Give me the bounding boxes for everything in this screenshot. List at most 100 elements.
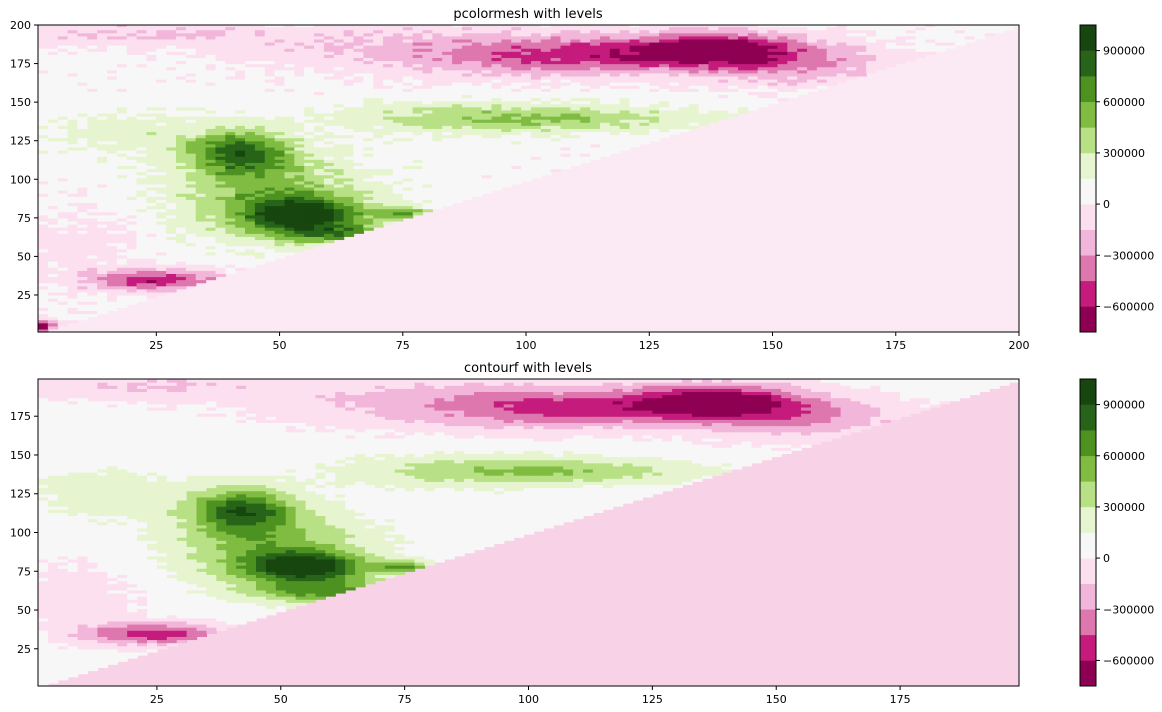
heatmap-cell [461, 48, 473, 52]
heatmap-cell [245, 183, 256, 188]
heatmap-cell [580, 137, 591, 142]
heatmap-cell [560, 103, 571, 108]
heatmap-cell [47, 217, 59, 222]
heatmap-cell [47, 26, 59, 31]
heatmap-cell [205, 82, 217, 86]
heatmap-cell [176, 146, 187, 151]
heatmap-cell [146, 149, 157, 154]
heatmap-cell [235, 251, 246, 256]
heatmap-cell [392, 119, 404, 123]
heatmap-cell [215, 146, 226, 151]
heatmap-cell [235, 48, 246, 52]
heatmap-cell [570, 106, 581, 111]
heatmap-cell [225, 149, 236, 154]
heatmap-cell [363, 91, 374, 96]
heatmap-cell [501, 72, 512, 77]
heatmap-cell [116, 69, 128, 74]
heatmap-cell [136, 285, 148, 290]
heatmap-cell [235, 190, 246, 194]
heatmap-cell [314, 75, 325, 80]
heatmap-cell [284, 183, 295, 188]
heatmap-cell [383, 171, 394, 176]
heatmap-cell [215, 264, 226, 268]
heatmap-cell [195, 60, 207, 65]
heatmap-cell [383, 196, 394, 200]
heatmap-cell [284, 97, 295, 102]
heatmap-cell [57, 134, 69, 139]
heatmap-cell [38, 60, 49, 65]
heatmap-cell [580, 88, 591, 92]
heatmap-cell [294, 51, 305, 55]
heatmap-cell [304, 45, 315, 49]
heatmap-cell [67, 51, 79, 55]
heatmap-cell [442, 174, 453, 179]
heatmap-cell [452, 97, 463, 102]
heatmap-cell [126, 165, 138, 170]
heatmap-cell [550, 146, 562, 151]
heatmap-cell [245, 146, 256, 151]
heatmap-cell [116, 217, 128, 222]
heatmap-cell [304, 131, 315, 136]
heatmap-cell [304, 233, 315, 237]
heatmap-cell [87, 227, 98, 231]
heatmap-cell [333, 85, 345, 89]
heatmap-cell [343, 137, 355, 142]
heatmap-cell [107, 285, 118, 290]
heatmap-cell [116, 242, 128, 247]
heatmap-cell [412, 32, 424, 37]
heatmap-cell [619, 134, 631, 139]
heatmap-cell [649, 75, 660, 80]
heatmap-cell [156, 159, 167, 163]
heatmap-cell [521, 25, 532, 28]
heatmap-cell [452, 51, 463, 55]
heatmap-cell [245, 236, 256, 241]
heatmap-cell [166, 261, 177, 265]
heatmap-cell [314, 159, 325, 163]
heatmap-cell [166, 131, 177, 136]
heatmap-cell [176, 193, 187, 197]
heatmap-cell [264, 242, 276, 247]
heatmap-cell [205, 233, 217, 237]
heatmap-cell [471, 69, 483, 74]
heatmap-cell [452, 159, 463, 163]
heatmap-cell [284, 199, 295, 204]
heatmap-cell [659, 41, 670, 46]
heatmap-cell [97, 248, 108, 253]
heatmap-cell [383, 66, 394, 71]
heatmap-cell [530, 91, 542, 96]
heatmap-cell [580, 41, 591, 46]
heatmap-cell [363, 103, 374, 108]
heatmap-cell [629, 75, 641, 80]
heatmap-cell [392, 186, 404, 191]
heatmap-cell [461, 82, 473, 86]
heatmap-cell [649, 119, 660, 123]
heatmap-cell [452, 183, 463, 188]
heatmap-cell [264, 196, 276, 200]
heatmap-cell [343, 29, 355, 34]
heatmap-cell [126, 103, 138, 108]
heatmap-cell [176, 149, 187, 154]
heatmap-cell [412, 26, 424, 31]
heatmap-cell [461, 38, 473, 43]
heatmap-cell [156, 109, 167, 114]
heatmap-cell [126, 211, 138, 216]
heatmap-cell [38, 276, 49, 281]
heatmap-cell [560, 45, 571, 49]
heatmap-cell [442, 128, 453, 133]
heatmap-cell [185, 116, 197, 120]
heatmap-cell [77, 112, 88, 117]
heatmap-cell [422, 106, 433, 111]
heatmap-cell [540, 125, 552, 129]
heatmap-cell [599, 91, 611, 96]
heatmap-cell [215, 239, 226, 244]
heatmap-cell [264, 128, 276, 133]
heatmap-cell [284, 100, 295, 105]
heatmap-cell [353, 72, 364, 77]
heatmap-cell [402, 54, 414, 58]
heatmap-cell [314, 171, 325, 176]
heatmap-cell [77, 310, 88, 315]
heatmap-cell [678, 125, 690, 129]
heatmap-cell [304, 85, 315, 89]
heatmap-cell [659, 134, 670, 139]
heatmap-cell [166, 211, 177, 216]
